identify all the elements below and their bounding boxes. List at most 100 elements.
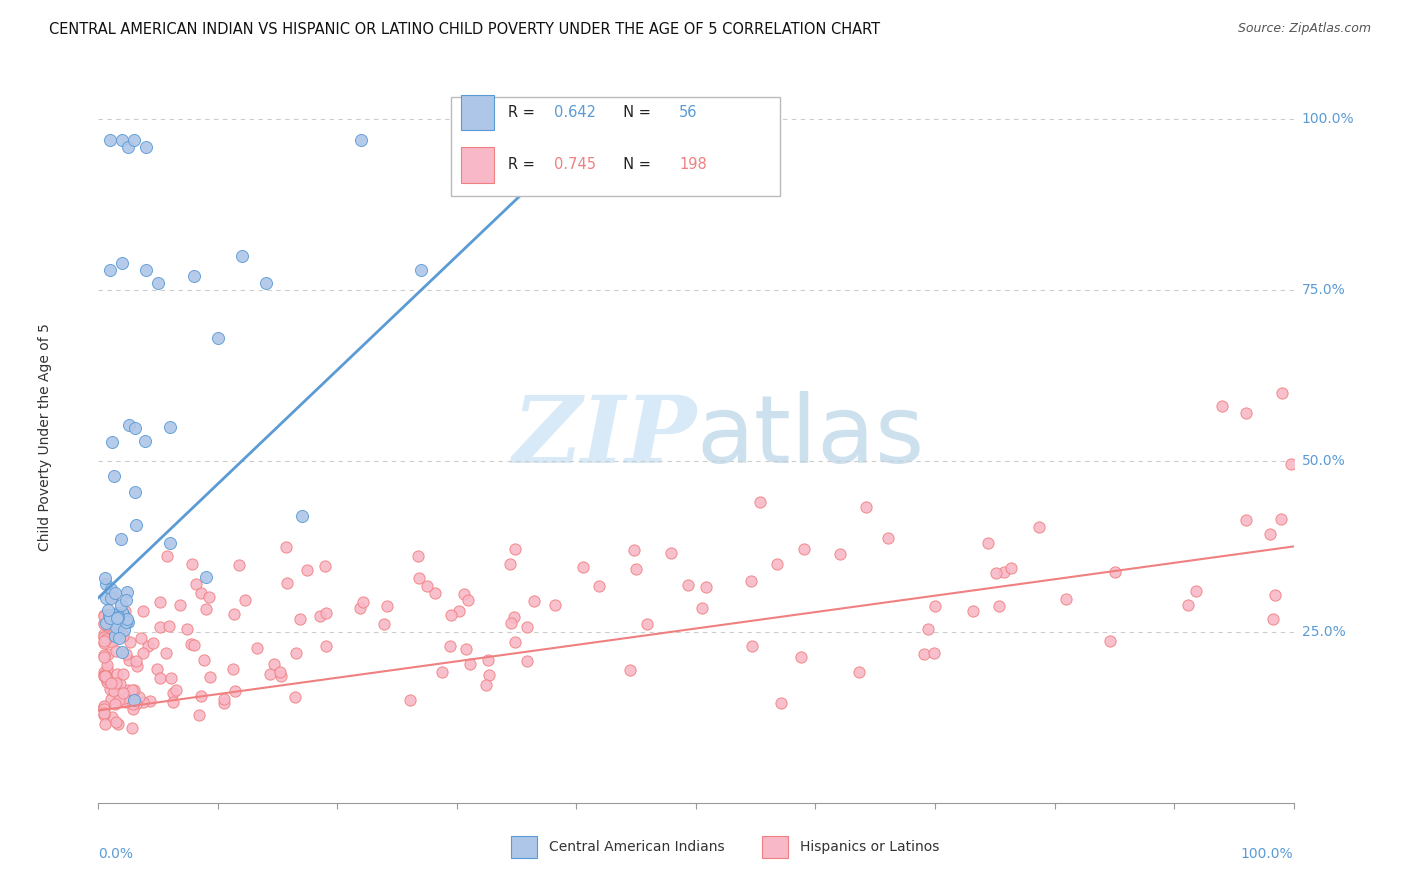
Point xyxy=(97,647,120,661)
Point xyxy=(572,560,595,574)
Point xyxy=(184,576,207,591)
Point xyxy=(212,696,235,710)
Bar xyxy=(762,836,787,858)
Text: N =: N = xyxy=(613,158,655,172)
Point xyxy=(105,611,128,625)
Point xyxy=(125,659,148,673)
Point xyxy=(155,646,177,660)
Point xyxy=(115,695,138,709)
Point xyxy=(111,133,134,147)
Point xyxy=(110,599,132,613)
Point xyxy=(765,557,787,571)
Point xyxy=(125,517,148,532)
Point xyxy=(108,619,131,633)
Point xyxy=(458,657,481,671)
Point xyxy=(93,616,115,631)
Point xyxy=(877,531,900,545)
Point xyxy=(162,695,184,709)
Point xyxy=(408,572,430,586)
Point xyxy=(111,625,134,640)
Point xyxy=(269,665,291,679)
Point xyxy=(749,495,772,509)
Point xyxy=(1258,527,1281,541)
Point xyxy=(1270,512,1292,526)
Point xyxy=(661,546,683,560)
Point xyxy=(1028,520,1050,534)
Point xyxy=(100,710,122,724)
Point xyxy=(112,623,135,637)
Point xyxy=(828,547,851,561)
Point xyxy=(94,571,117,585)
Point xyxy=(107,631,129,645)
Point xyxy=(790,650,813,665)
Point xyxy=(284,690,307,704)
Point xyxy=(501,616,523,631)
Point xyxy=(315,639,337,653)
Point xyxy=(457,592,479,607)
Point xyxy=(503,542,526,557)
Point xyxy=(149,620,172,634)
Point xyxy=(112,691,135,706)
Point xyxy=(148,277,170,291)
Point xyxy=(212,692,235,706)
Point xyxy=(200,670,222,684)
Point xyxy=(118,417,141,432)
Point xyxy=(96,662,118,676)
Point xyxy=(93,630,115,644)
Point xyxy=(233,593,256,607)
Point xyxy=(122,683,145,698)
Point xyxy=(142,636,165,650)
Point xyxy=(129,632,152,646)
Text: 56: 56 xyxy=(679,105,697,120)
Point xyxy=(111,686,134,700)
Point xyxy=(149,595,172,609)
Point xyxy=(516,620,538,634)
Text: Hispanics or Latinos: Hispanics or Latinos xyxy=(800,839,939,854)
Point xyxy=(94,618,117,632)
Point xyxy=(112,607,135,621)
Point xyxy=(94,669,117,683)
Point xyxy=(111,256,134,270)
Point xyxy=(93,702,115,716)
Point xyxy=(104,698,127,712)
Text: 25.0%: 25.0% xyxy=(1302,625,1346,639)
Point xyxy=(105,644,128,658)
Point xyxy=(98,681,121,696)
Point xyxy=(695,580,717,594)
Point xyxy=(94,576,117,591)
Point xyxy=(626,562,648,576)
Point xyxy=(231,249,253,263)
Point xyxy=(115,647,138,661)
Point xyxy=(1271,385,1294,400)
Point xyxy=(477,653,499,667)
Point xyxy=(162,686,184,700)
Point xyxy=(111,605,134,619)
Point xyxy=(93,627,115,641)
Point xyxy=(1000,560,1022,574)
Point xyxy=(103,608,125,623)
Point xyxy=(93,699,115,714)
Point xyxy=(962,604,984,618)
Text: 100.0%: 100.0% xyxy=(1241,847,1294,861)
Point xyxy=(676,578,699,592)
Point xyxy=(516,654,538,668)
Point xyxy=(636,616,658,631)
Text: Child Poverty Under the Age of 5: Child Poverty Under the Age of 5 xyxy=(38,323,52,551)
Point xyxy=(93,633,115,648)
Point xyxy=(169,599,191,613)
Point xyxy=(134,434,156,448)
Point xyxy=(373,617,395,632)
Point xyxy=(105,615,128,630)
Point xyxy=(290,612,312,626)
Point xyxy=(121,682,143,697)
Point xyxy=(93,665,115,679)
Point xyxy=(118,653,141,667)
Point xyxy=(180,637,202,651)
Text: R =: R = xyxy=(509,158,540,172)
Point xyxy=(101,434,124,449)
Point xyxy=(180,557,202,571)
Point xyxy=(121,688,143,702)
Point xyxy=(145,662,167,676)
Point xyxy=(105,667,128,681)
Point xyxy=(478,668,501,682)
